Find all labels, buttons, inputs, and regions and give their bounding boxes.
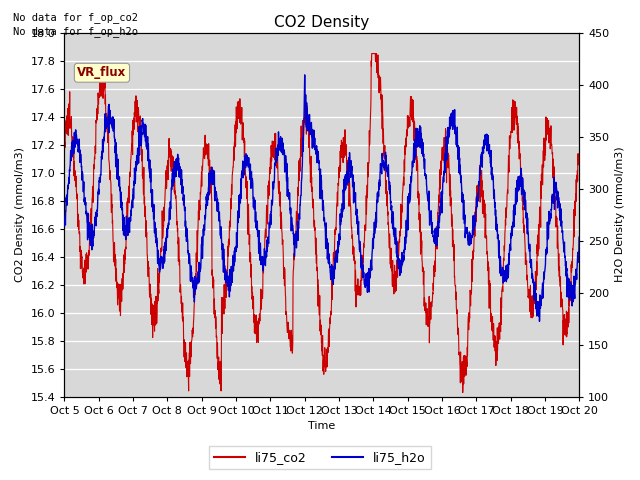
Title: CO2 Density: CO2 Density (275, 15, 369, 30)
Text: No data for f_op_h2o: No data for f_op_h2o (13, 26, 138, 37)
X-axis label: Time: Time (308, 421, 335, 432)
Text: No data for f_op_co2: No data for f_op_co2 (13, 12, 138, 23)
Y-axis label: H2O Density (mmol/m3): H2O Density (mmol/m3) (615, 147, 625, 283)
Y-axis label: CO2 Density (mmol/m3): CO2 Density (mmol/m3) (15, 147, 25, 282)
Text: VR_flux: VR_flux (77, 66, 127, 79)
Legend: li75_co2, li75_h2o: li75_co2, li75_h2o (209, 446, 431, 469)
